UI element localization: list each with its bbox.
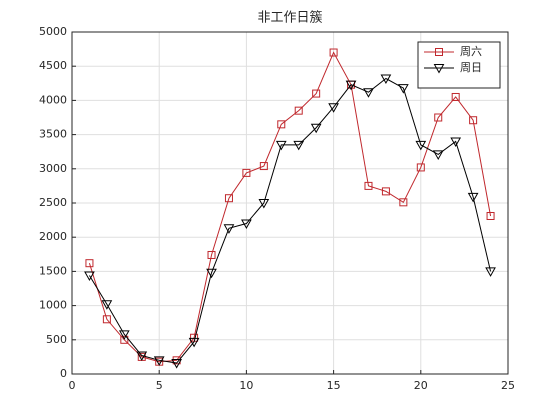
marker xyxy=(380,74,392,85)
legend-label: 周日 xyxy=(460,61,482,74)
marker xyxy=(136,351,148,362)
marker xyxy=(328,103,339,113)
y-tick-label: 500 xyxy=(46,333,67,346)
marker xyxy=(294,106,303,115)
marker xyxy=(277,120,286,129)
marker xyxy=(101,300,113,310)
marker xyxy=(259,162,268,171)
x-tick-label: 25 xyxy=(501,379,515,392)
marker xyxy=(242,168,251,177)
marker xyxy=(451,92,460,101)
marker xyxy=(258,199,270,209)
marker xyxy=(118,330,130,340)
x-tick-label: 20 xyxy=(414,379,428,392)
chart-title: 非工作日簇 xyxy=(257,11,322,26)
marker xyxy=(206,268,217,279)
axes-frame xyxy=(71,31,509,375)
y-tick-label: 3000 xyxy=(39,162,67,175)
y-tick-label: 0 xyxy=(60,367,67,380)
marker xyxy=(434,113,443,122)
y-tick-label: 4000 xyxy=(39,93,67,106)
marker xyxy=(102,315,111,324)
legend-box xyxy=(417,41,501,89)
marker xyxy=(486,211,495,220)
marker xyxy=(120,335,129,344)
marker xyxy=(381,187,390,196)
marker xyxy=(485,267,496,277)
marker xyxy=(241,219,252,230)
y-tick-label: 4500 xyxy=(39,59,67,72)
x-tick-label: 15 xyxy=(327,379,341,392)
x-tick-label: 0 xyxy=(69,379,76,392)
y-tick-label: 5000 xyxy=(39,25,67,38)
marker xyxy=(293,140,305,151)
marker xyxy=(312,89,321,98)
marker xyxy=(398,84,409,94)
y-tick-label: 2000 xyxy=(39,230,67,243)
marker xyxy=(153,356,165,366)
marker xyxy=(224,194,233,203)
marker xyxy=(275,140,287,151)
marker xyxy=(85,259,94,268)
marker xyxy=(188,337,200,348)
marker xyxy=(415,140,427,151)
y-tick-label: 1500 xyxy=(39,264,67,277)
marker xyxy=(363,88,374,98)
marker xyxy=(223,224,235,234)
marker xyxy=(433,64,445,74)
marker xyxy=(171,359,182,369)
series-line xyxy=(88,51,492,363)
marker xyxy=(416,163,425,172)
marker xyxy=(84,271,95,282)
marker xyxy=(399,198,408,207)
x-tick-label: 10 xyxy=(239,379,253,392)
marker xyxy=(432,150,444,160)
marker xyxy=(310,123,322,134)
marker xyxy=(207,250,216,259)
marker xyxy=(450,137,462,147)
y-tick-label: 3500 xyxy=(39,128,67,141)
marker xyxy=(364,181,373,190)
marker xyxy=(329,48,338,57)
marker xyxy=(345,80,357,91)
y-tick-label: 2500 xyxy=(39,196,67,209)
legend-label: 周六 xyxy=(460,45,482,58)
x-tick-label: 5 xyxy=(156,379,163,392)
marker xyxy=(467,192,479,203)
marker xyxy=(435,48,443,56)
y-tick-label: 1000 xyxy=(39,299,67,312)
marker xyxy=(469,116,478,125)
